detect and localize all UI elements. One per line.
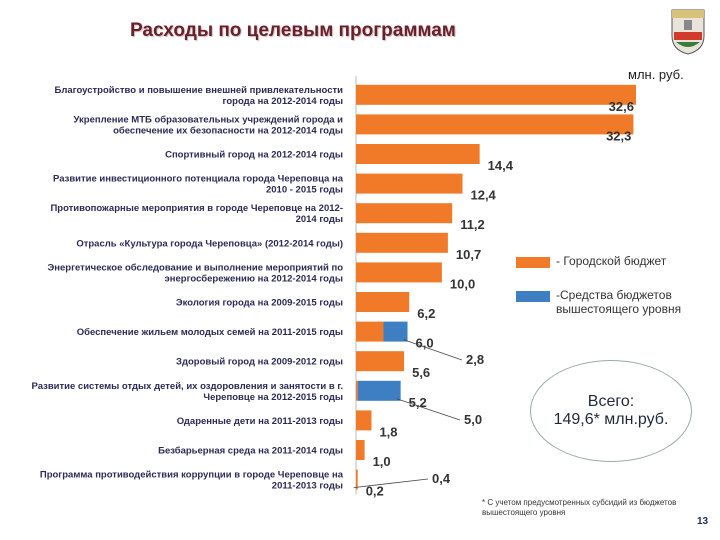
- category-label: Энергетическое обследование и выполнение…: [47, 262, 343, 284]
- value-label: 6,2: [417, 306, 435, 321]
- value-label: 0,2: [366, 484, 384, 499]
- callout-label: 5,0: [464, 412, 482, 427]
- unit-label: млн. руб.: [628, 67, 684, 82]
- bar-city: [356, 351, 405, 372]
- category-label: Развитие системы отдых детей, их оздоров…: [32, 381, 344, 403]
- category-label: Спортивный город на 2012-2014 годы: [165, 150, 343, 161]
- category-label: Экология города на 2009-2015 годы: [176, 298, 343, 309]
- total-callout: Всего: 149,6* млн.руб.: [530, 360, 692, 462]
- page-title: Расходы по целевым программам: [130, 20, 456, 41]
- value-label: 32,3: [606, 128, 631, 143]
- callout-label: 0,4: [432, 471, 451, 486]
- category-label: Отрасль «Культура города Череповца» (201…: [76, 238, 343, 249]
- bar-city: [356, 321, 384, 342]
- bar-city: [356, 292, 410, 312]
- category-label: Благоустройство и повышение внешней прив…: [55, 85, 344, 107]
- city-coat-of-arms-icon: [671, 9, 705, 55]
- legend-label: -Средства бюджетов вышестоящего уровня: [556, 288, 682, 316]
- callout-leader: [353, 478, 429, 488]
- value-label: 6,0: [416, 336, 434, 351]
- legend-label: - Городской бюджет: [556, 254, 667, 268]
- legend-swatch-blue: [516, 291, 550, 302]
- category-label: Одаренные дети на 2011-2013 годы: [177, 416, 343, 427]
- callout-leader: [403, 339, 463, 361]
- category-label: Обеспечение жильем молодых семей на 2011…: [77, 327, 343, 338]
- category-label: Развитие инвестиционного потенциала горо…: [53, 174, 344, 196]
- callout-label: 2,8: [466, 352, 484, 367]
- value-label: 12,4: [470, 188, 496, 203]
- bar-higher: [357, 380, 401, 401]
- legend-item-higher-budget: -Средства бюджетов вышестоящего уровня: [516, 288, 706, 316]
- bar-city: [356, 173, 463, 194]
- bar-city: [356, 144, 480, 164]
- page-number: 13: [697, 516, 709, 527]
- value-label: 1,0: [373, 454, 391, 469]
- value-label: 14,4: [488, 158, 514, 173]
- callout-leader: [396, 398, 461, 421]
- value-label: 5,2: [409, 395, 427, 410]
- legend-item-city-budget: - Городской бюджет: [516, 254, 666, 268]
- value-label: 5,6: [412, 365, 430, 380]
- category-label: Здоровый город на 2009-2012 годы: [176, 357, 343, 368]
- bar-city: [356, 84, 636, 105]
- category-label: Программа противодействия коррупции в го…: [40, 470, 344, 492]
- total-title: Всего:: [587, 393, 635, 410]
- bar-city: [356, 410, 372, 431]
- bar-city: [356, 262, 442, 283]
- bar-city: [356, 440, 365, 460]
- category-label: Укрепление МТБ образовательных учреждени…: [73, 114, 343, 136]
- category-label: Противопожарные мероприятия в городе Чер…: [50, 203, 343, 225]
- total-value: 149,6* млн.руб.: [553, 411, 669, 428]
- bar-city: [356, 114, 634, 135]
- value-label: 10,7: [456, 247, 481, 262]
- value-label: 11,2: [460, 217, 485, 232]
- category-label: Безбарьерная среда на 2011-2014 годы: [158, 446, 343, 457]
- legend-swatch-orange: [516, 257, 550, 268]
- bar-city: [356, 380, 358, 401]
- footnote: * С учетом предусмотренных субсидий из б…: [482, 498, 677, 517]
- bar-city: [356, 232, 448, 253]
- bar-city: [356, 203, 453, 224]
- value-label: 1,8: [379, 424, 397, 439]
- value-label: 32,6: [609, 99, 634, 114]
- bar-higher: [383, 321, 408, 342]
- value-label: 10,0: [450, 276, 475, 291]
- bar-city: [356, 469, 358, 490]
